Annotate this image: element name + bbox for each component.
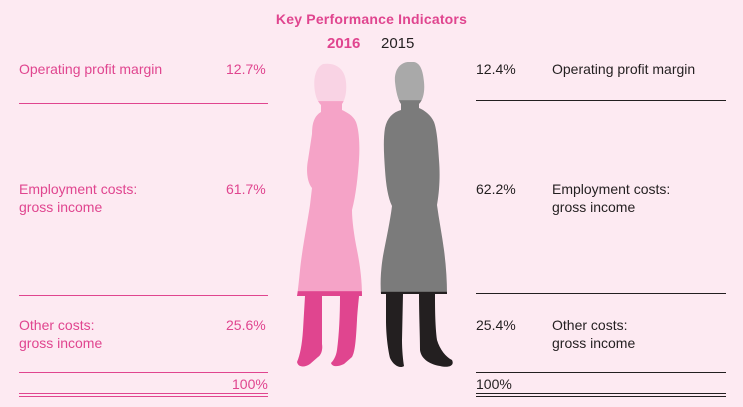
left-row-2-value: 61.7% — [226, 181, 266, 197]
left-row-3-label: Other costs: gross income — [19, 316, 102, 352]
bar-2016-other-costs — [297, 291, 362, 367]
right-row-2-divider — [476, 293, 726, 294]
legend-year-2015: 2015 — [381, 35, 415, 52]
right-row-2-label: Employment costs: gross income — [552, 180, 670, 216]
left-row-2-divider — [19, 295, 268, 296]
bar-2015-other-costs — [380, 291, 453, 368]
left-row-1-value: 12.7% — [226, 61, 266, 77]
right-row-3-value: 25.4% — [476, 317, 516, 333]
left-row-2-label-line1: Employment costs: — [19, 181, 138, 197]
right-row-1-label: Operating profit margin — [552, 61, 696, 77]
right-total-value: 100% — [476, 376, 512, 392]
legend-year-2016: 2016 — [327, 35, 361, 52]
left-total-value: 100% — [232, 376, 268, 392]
right-row-3-label-line1: Other costs: — [552, 317, 628, 333]
chart-title: Key Performance Indicators — [275, 11, 468, 27]
figure-2016 — [297, 63, 362, 367]
right-total-divider-bottom-1 — [476, 393, 726, 394]
left-total-divider-top — [19, 372, 268, 373]
right-row-2-value: 62.2% — [476, 181, 516, 197]
right-row-3-label-line2: gross income — [552, 335, 636, 351]
left-row-2-label-line2: gross income — [19, 199, 103, 215]
right-row-3-label: Other costs: gross income — [552, 316, 635, 352]
right-row-2-label-line1: Employment costs: — [552, 181, 671, 197]
left-row-3-label-line2: gross income — [19, 335, 103, 351]
left-total-divider-bottom-1 — [19, 393, 268, 394]
left-row-3-label-line1: Other costs: — [19, 317, 95, 333]
left-row-3-value: 25.6% — [226, 317, 266, 333]
right-row-2-label-line2: gross income — [552, 199, 636, 215]
bar-2015-employment-costs — [380, 100, 453, 293]
left-row-2-label: Employment costs: gross income — [19, 180, 137, 216]
left-row-1-label: Operating profit margin — [19, 61, 163, 77]
bar-2015-operating-profit-margin — [380, 62, 453, 101]
right-total-divider-top — [476, 372, 726, 373]
bar-2016-operating-profit-margin — [297, 63, 362, 102]
right-total-divider-bottom-2 — [476, 396, 726, 397]
figure-2015 — [380, 62, 453, 368]
left-total-divider-bottom-2 — [19, 396, 268, 397]
right-row-1-value: 12.4% — [476, 61, 516, 77]
right-row-1-divider — [476, 100, 726, 101]
bar-2016-employment-costs — [297, 101, 362, 292]
left-row-1-divider — [19, 103, 268, 104]
